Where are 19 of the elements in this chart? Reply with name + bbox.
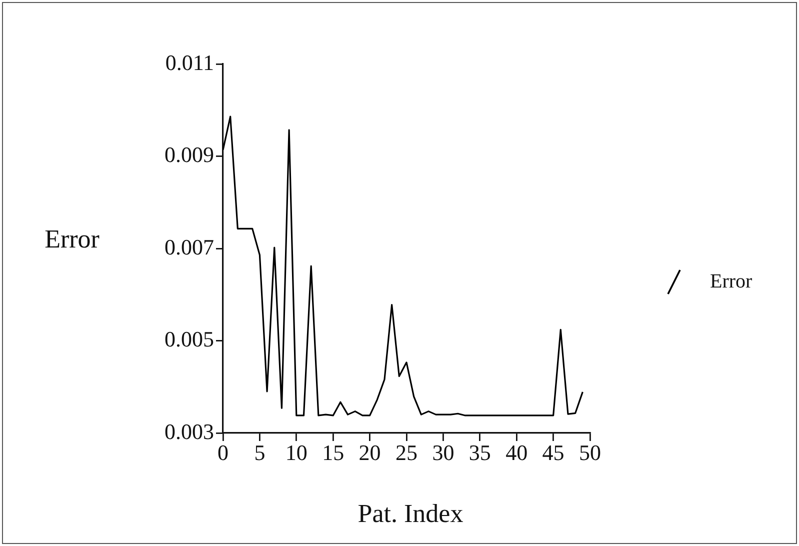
x-tick-label: 20 [358,440,381,465]
y-axis-title: Error [44,224,100,254]
x-tick-label: 5 [254,440,266,465]
x-tick-label: 10 [285,440,308,465]
legend-label: Error [710,270,753,292]
y-tick-label: 0.011 [165,50,214,75]
x-tick-label: 35 [468,440,491,465]
x-tick-label: 15 [322,440,344,465]
x-tick-label: 40 [506,440,528,465]
x-tick-label: 45 [542,440,564,465]
y-tick-label: 0.005 [164,326,214,352]
x-tick-label: 50 [579,440,601,465]
y-tick-label: 0.003 [164,418,214,444]
y-tick-label: 0.007 [164,234,214,260]
x-tick-label: 0 [218,440,228,465]
x-axis-title: Pat. Index [358,498,464,528]
x-tick-label: 25 [396,440,418,465]
x-tick-label: 30 [432,440,454,465]
y-tick-label: 0.009 [164,142,214,168]
